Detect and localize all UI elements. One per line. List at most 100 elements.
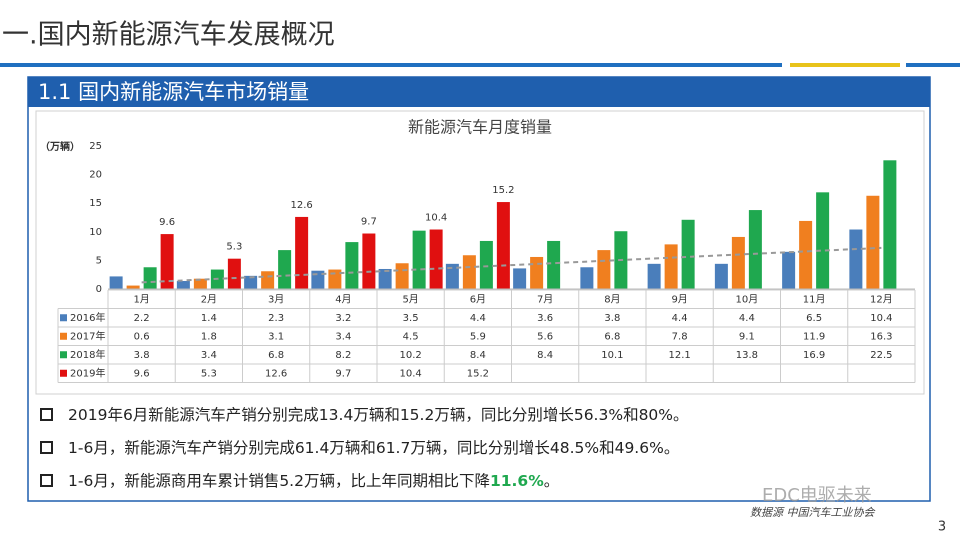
x-tick-label: 9月 bbox=[671, 293, 687, 305]
legend-swatch bbox=[60, 351, 67, 359]
table-cell: 16.9 bbox=[803, 350, 825, 361]
table-cell: 2.2 bbox=[134, 313, 150, 324]
table-cell: 8.4 bbox=[537, 350, 553, 361]
watermark-source: 数据源 中国汽车工业协会 bbox=[750, 506, 875, 519]
legend-label: 2017年 bbox=[70, 329, 105, 342]
table-cell: 7.8 bbox=[672, 331, 688, 342]
table-cell: 5.9 bbox=[470, 331, 486, 342]
bar bbox=[445, 263, 459, 289]
section-header bbox=[28, 77, 930, 107]
bar bbox=[748, 210, 762, 289]
page-number: 3 bbox=[938, 520, 946, 535]
table-cell: 12.1 bbox=[668, 350, 690, 361]
legend-swatch bbox=[60, 314, 67, 322]
bar bbox=[412, 230, 426, 289]
legend-swatch bbox=[60, 332, 67, 340]
table-cell: 1.4 bbox=[201, 313, 217, 324]
data-label: 5.3 bbox=[226, 242, 242, 253]
table-cell: 3.1 bbox=[268, 331, 284, 342]
bar bbox=[866, 195, 880, 289]
table-cell: 2.3 bbox=[268, 313, 284, 324]
table-cell: 4.4 bbox=[672, 313, 688, 324]
trend-line bbox=[141, 246, 882, 284]
data-label: 12.6 bbox=[290, 200, 312, 211]
bar bbox=[160, 234, 174, 289]
slide-title: 一.国内新能源汽车发展概况 bbox=[2, 20, 335, 51]
table-cell: 10.4 bbox=[399, 368, 421, 379]
bar bbox=[664, 244, 678, 289]
y-tick-label: 15 bbox=[89, 198, 102, 209]
y-tick-label: 10 bbox=[89, 227, 102, 238]
rule bbox=[790, 63, 900, 67]
data-label: 9.7 bbox=[361, 217, 377, 228]
x-tick-label: 1月 bbox=[133, 293, 149, 305]
bar bbox=[816, 192, 830, 289]
bar bbox=[731, 236, 745, 289]
bar bbox=[244, 275, 258, 289]
bar bbox=[647, 263, 661, 289]
table-cell: 3.8 bbox=[604, 313, 620, 324]
x-tick-label: 11月 bbox=[803, 293, 826, 305]
table-cell: 13.8 bbox=[736, 350, 758, 361]
table-cell: 6.5 bbox=[806, 313, 822, 324]
y-axis-label: （万辆） bbox=[40, 140, 80, 153]
table-cell: 9.6 bbox=[134, 368, 150, 379]
table-cell: 9.1 bbox=[739, 331, 755, 342]
bullet-text: 1-6月，新能源汽车产销分别完成61.4万辆和61.7万辆，同比分别增长48.5… bbox=[68, 439, 679, 457]
table-cell: 10.1 bbox=[601, 350, 623, 361]
bar bbox=[883, 160, 897, 289]
rule bbox=[0, 63, 782, 67]
table-cell: 4.4 bbox=[470, 313, 486, 324]
bar bbox=[295, 216, 309, 289]
legend-label: 2016年 bbox=[70, 311, 105, 324]
bar bbox=[799, 220, 813, 289]
bar bbox=[462, 255, 476, 289]
bar bbox=[109, 276, 123, 289]
bullet-text: 2019年6月新能源汽车产销分别完成13.4万辆和15.2万辆，同比分别增长56… bbox=[68, 406, 689, 424]
section-title: 1.1 国内新能源汽车市场销量 bbox=[38, 80, 309, 104]
table-cell: 3.4 bbox=[201, 350, 217, 361]
x-tick-label: 6月 bbox=[470, 293, 486, 305]
bar bbox=[227, 258, 241, 289]
table-cell: 6.8 bbox=[268, 350, 284, 361]
watermark-brand: EDC电驱未来 bbox=[762, 485, 872, 506]
bar bbox=[681, 219, 695, 289]
table-cell: 3.8 bbox=[134, 350, 150, 361]
bar bbox=[126, 285, 140, 289]
table-cell: 5.3 bbox=[201, 368, 217, 379]
y-tick-label: 20 bbox=[89, 170, 102, 181]
table-cell: 22.5 bbox=[870, 350, 892, 361]
table-cell: 6.8 bbox=[604, 331, 620, 342]
table-cell: 1.8 bbox=[201, 331, 217, 342]
bar bbox=[849, 229, 863, 289]
x-tick-label: 5月 bbox=[402, 293, 418, 305]
bullet-text-part: 。 bbox=[544, 472, 560, 490]
bar bbox=[547, 240, 561, 289]
y-tick-label: 0 bbox=[96, 284, 102, 295]
table-cell: 3.5 bbox=[403, 313, 419, 324]
data-label: 15.2 bbox=[492, 185, 514, 196]
bar bbox=[429, 229, 443, 289]
bar bbox=[378, 268, 392, 289]
rule bbox=[906, 63, 960, 67]
table-cell: 11.9 bbox=[803, 331, 825, 342]
bullet-icon bbox=[40, 474, 53, 487]
table-cell: 12.6 bbox=[265, 368, 287, 379]
x-tick-label: 8月 bbox=[604, 293, 620, 305]
x-tick-label: 12月 bbox=[870, 293, 893, 305]
table-cell: 15.2 bbox=[467, 368, 489, 379]
legend-label: 2019年 bbox=[70, 366, 105, 379]
legend-label: 2018年 bbox=[70, 348, 105, 361]
bullet-text-part: 1-6月，新能源汽车产销分别完成61.4万辆和61.7万辆，同比分别增长48.5… bbox=[68, 439, 679, 457]
x-tick-label: 10月 bbox=[736, 293, 759, 305]
bar bbox=[193, 278, 207, 289]
bar bbox=[513, 268, 527, 289]
bar bbox=[143, 267, 157, 289]
bar bbox=[278, 250, 292, 289]
bar bbox=[362, 233, 376, 289]
bar bbox=[395, 263, 409, 289]
bar bbox=[345, 242, 359, 289]
bar bbox=[782, 251, 796, 289]
bar bbox=[714, 263, 728, 289]
